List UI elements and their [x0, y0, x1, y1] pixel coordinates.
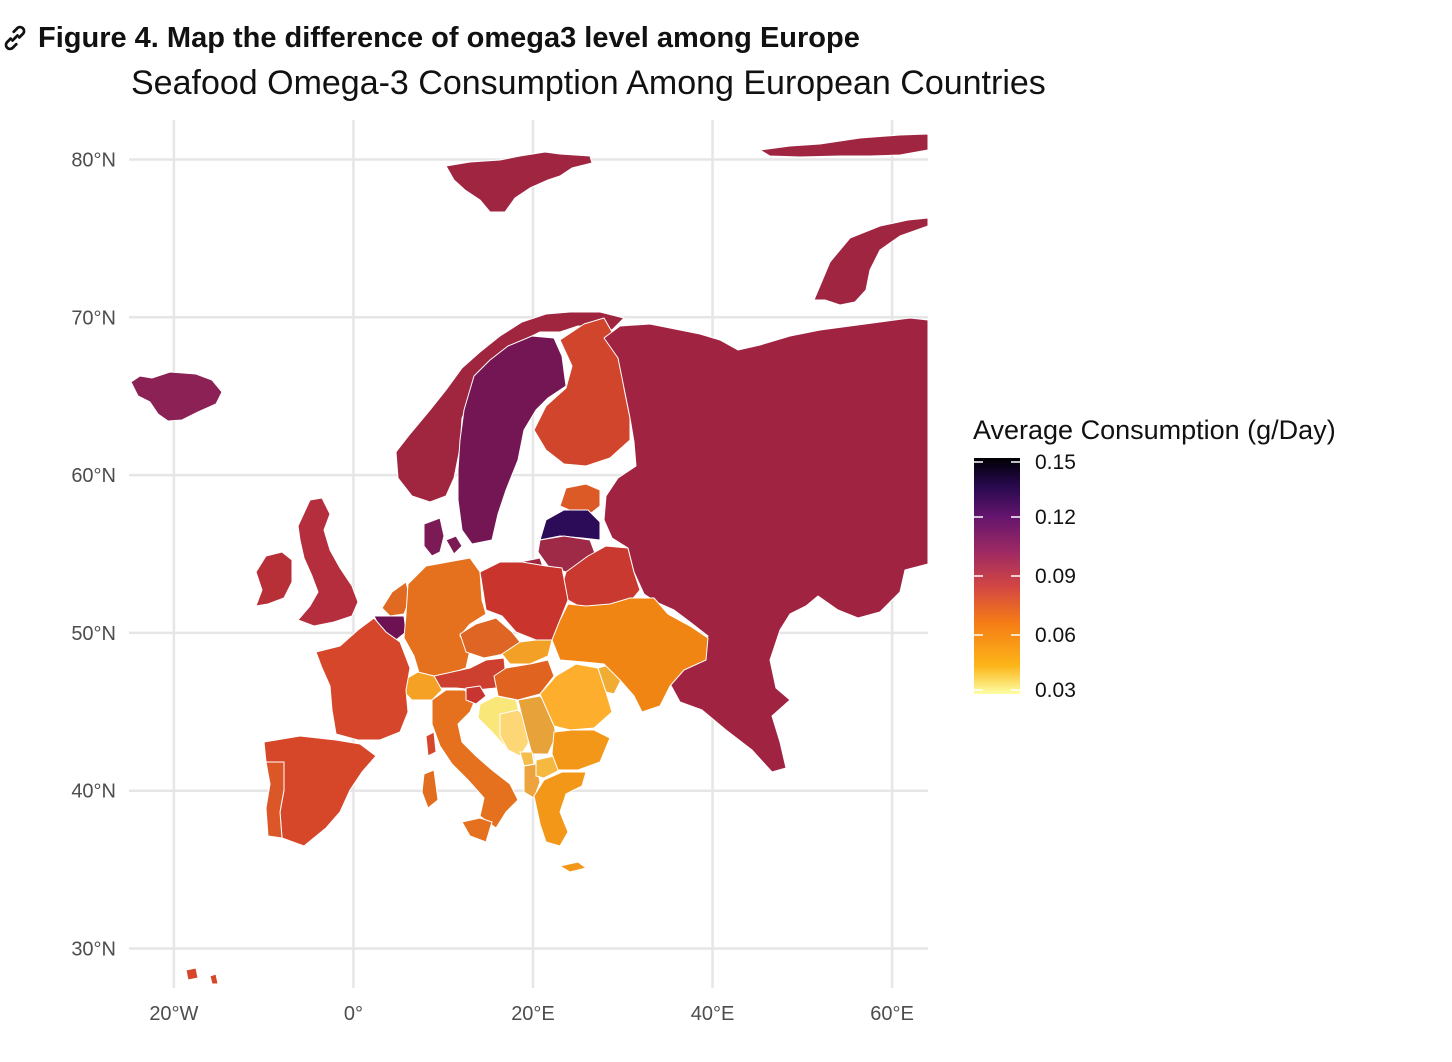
x-tick-label: 20°W: [149, 1003, 198, 1025]
country-russia_north: [759, 133, 929, 158]
map-title: Seafood Omega-3 Consumption Among Europe…: [131, 64, 1046, 102]
country-estonia: [559, 483, 601, 515]
country-russia_north: [813, 217, 929, 306]
country-finland: [533, 317, 631, 467]
legend-ticks: 0.15 0.12 0.09 0.06 0.03: [974, 451, 1076, 702]
countries: [130, 133, 929, 985]
country-bih: [499, 709, 531, 757]
country-russia: [603, 317, 929, 773]
legend: Average Consumption (g/Day) 0.15 0.12 0.09…: [973, 415, 1336, 702]
country-france: [315, 617, 411, 741]
country-germany: [403, 557, 487, 677]
country-italy: [461, 817, 493, 843]
x-axis: 20°W 0° 20°E 40°E 60°E: [149, 1003, 914, 1025]
y-tick-label: 40°N: [71, 781, 116, 803]
country-corsica: [425, 731, 437, 757]
country-slovenia: [465, 685, 487, 705]
legend-label: 0.09: [1035, 565, 1076, 588]
y-tick-label: 50°N: [71, 623, 116, 645]
y-tick-label: 60°N: [71, 465, 116, 487]
country-romania: [539, 663, 613, 731]
legend-label: 0.06: [1035, 624, 1076, 647]
legend-label: 0.12: [1035, 506, 1076, 529]
y-tick-label: 30°N: [71, 939, 116, 961]
country-sardinia: [421, 769, 439, 809]
country-svalbard: [445, 151, 593, 213]
country-montenegro: [519, 751, 535, 767]
country-slovakia: [501, 639, 553, 665]
country-norway: [395, 311, 625, 503]
figure-caption-text: Figure 4. Map the difference of omega3 l…: [38, 21, 860, 54]
country-greece: [533, 771, 587, 847]
country-bulgaria: [551, 729, 611, 771]
legend-title: Average Consumption (g/Day): [973, 415, 1336, 445]
country-portugal: [265, 761, 285, 839]
y-axis: 30°N 40°N 50°N 60°N 70°N 80°N: [71, 149, 116, 960]
x-tick-label: 0°: [344, 1003, 363, 1025]
legend-label: 0.15: [1035, 451, 1076, 474]
country-uk: [297, 497, 359, 627]
y-tick-label: 80°N: [71, 149, 116, 171]
country-crete: [559, 861, 587, 873]
country-canary: [209, 973, 219, 985]
country-macedonia: [535, 755, 561, 779]
country-canary: [185, 967, 199, 981]
country-ukraine: [551, 597, 709, 713]
x-tick-label: 40°E: [691, 1003, 735, 1025]
x-tick-label: 60°E: [870, 1003, 914, 1025]
country-sweden: [457, 335, 567, 545]
legend-label: 0.03: [1035, 679, 1076, 702]
country-denmark: [423, 517, 445, 557]
country-ireland: [255, 551, 293, 607]
country-denmark: [445, 535, 463, 555]
y-tick-label: 70°N: [71, 307, 116, 329]
country-iceland: [130, 371, 223, 422]
x-tick-label: 20°E: [511, 1003, 555, 1025]
figure-caption: Figure 4. Map the difference of omega3 l…: [0, 18, 860, 58]
country-latvia: [539, 509, 601, 541]
link-icon[interactable]: [0, 23, 30, 53]
